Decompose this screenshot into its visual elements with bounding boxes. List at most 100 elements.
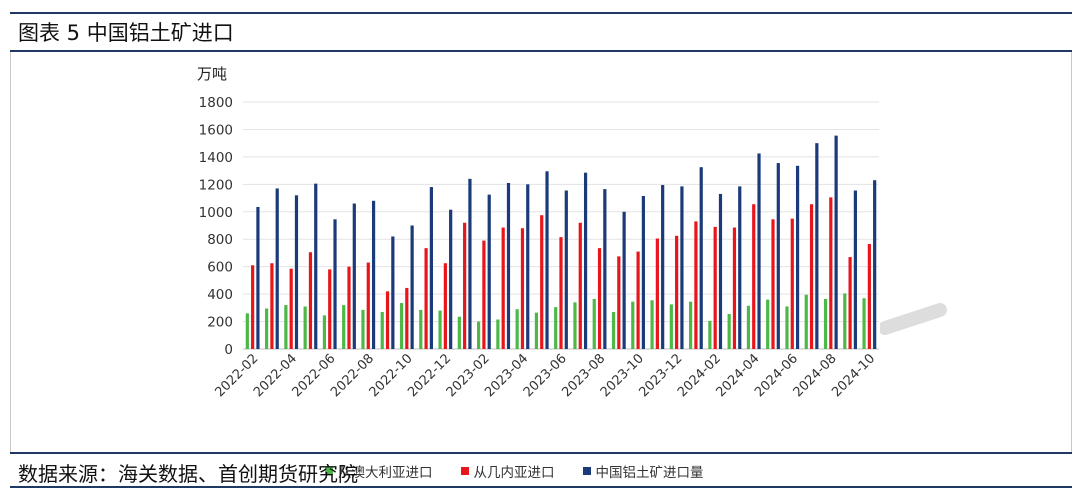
- bottom-rule: [10, 486, 1072, 488]
- bar-guinea: [675, 235, 679, 349]
- bar-total: [256, 206, 260, 349]
- bar-total: [795, 165, 800, 349]
- legend-item-australia: 从澳大利亚进口: [325, 461, 433, 481]
- y-tick-label: 1600: [199, 122, 233, 138]
- bar-australia: [419, 309, 423, 349]
- title-rule: [10, 50, 1072, 52]
- bar-guinea: [405, 287, 409, 349]
- bar-australia: [534, 312, 539, 349]
- bar-guinea: [559, 237, 563, 349]
- bar-total: [371, 200, 376, 349]
- bar-total: [487, 194, 491, 349]
- bar-guinea: [540, 215, 544, 349]
- bar-australia: [245, 313, 249, 349]
- bar-total: [815, 143, 819, 349]
- bar-australia: [573, 302, 577, 349]
- legend-label-australia: 从澳大利亚进口: [338, 465, 433, 481]
- bar-guinea: [655, 238, 659, 349]
- bar-guinea: [809, 204, 814, 349]
- footer-rule: [10, 452, 1072, 454]
- bar-australia: [457, 316, 461, 349]
- bar-total: [275, 188, 279, 349]
- bar-total: [603, 189, 607, 349]
- bars: [245, 135, 877, 349]
- source-note: 数据来源：海关数据、首创期货研究院: [18, 462, 358, 486]
- bar-australia: [631, 301, 635, 349]
- bar-guinea: [578, 222, 582, 349]
- bar-australia: [265, 308, 269, 349]
- bar-guinea: [328, 269, 332, 349]
- bar-total: [314, 183, 318, 349]
- bar-australia: [496, 319, 500, 349]
- legend-item-total: 中国铝土矿进口量: [582, 461, 704, 481]
- bar-australia: [843, 293, 847, 349]
- bar-total: [699, 167, 703, 349]
- y-tick-label: 1000: [199, 205, 233, 221]
- bar-total: [757, 153, 761, 349]
- bar-guinea: [270, 263, 274, 349]
- y-unit-label: 万吨: [197, 65, 227, 83]
- bar-australia: [361, 309, 365, 349]
- y-tick-label: 600: [207, 260, 233, 276]
- bar-australia: [669, 304, 673, 349]
- bar-guinea: [752, 204, 756, 349]
- bar-guinea: [771, 219, 775, 349]
- bar-guinea: [463, 222, 467, 349]
- bar-guinea: [829, 197, 833, 349]
- bar-australia: [592, 298, 596, 349]
- legend-swatch-total: [582, 467, 591, 475]
- bar-australia: [342, 305, 346, 349]
- bar-total: [352, 203, 356, 349]
- bar-total: [641, 195, 645, 349]
- bar-total: [564, 190, 568, 349]
- bar-total: [429, 187, 433, 349]
- figure-frame: 图表 5 中国铝土矿进口 0 200 400 600 800 1000 1200 1400 16…: [10, 12, 1072, 488]
- x-tick-label: 2024-10: [829, 351, 878, 400]
- legend-swatch-australia: [325, 467, 333, 475]
- y-tick-label: 1800: [199, 95, 233, 111]
- bar-australia: [766, 299, 770, 349]
- bar-australia: [303, 306, 307, 349]
- legend-swatch-guinea: [460, 467, 469, 475]
- bar-total: [680, 186, 684, 349]
- x-axis: 2022-022022-042022-062022-082022-102022-…: [212, 351, 878, 400]
- bar-total: [718, 193, 723, 349]
- bar-australia: [689, 301, 693, 349]
- bar-guinea: [385, 291, 390, 349]
- bar-guinea: [694, 221, 698, 349]
- bar-australia: [284, 305, 288, 349]
- bar-guinea: [867, 244, 871, 349]
- top-rule: [10, 12, 1072, 14]
- y-tick-label: 0: [224, 342, 233, 358]
- bar-total: [545, 171, 549, 349]
- bar-total: [834, 135, 838, 349]
- bar-total: [738, 186, 742, 349]
- bar-australia: [322, 315, 327, 349]
- bar-australia: [823, 298, 828, 349]
- bar-australia: [746, 305, 751, 349]
- bar-chart: 0 200 400 600 800 1000 1200 1400 1600 1800 2022-0…: [197, 65, 879, 400]
- legend: 从澳大利亚进口 从几内亚进口 中国铝土矿进口量: [325, 461, 704, 481]
- bar-australia: [399, 303, 404, 349]
- bar-guinea: [424, 248, 428, 349]
- bar-australia: [515, 309, 519, 349]
- bar-guinea: [520, 228, 525, 349]
- bar-guinea: [251, 265, 255, 349]
- y-tick-label: 1400: [199, 150, 233, 166]
- bar-australia: [477, 321, 481, 349]
- bar-total: [294, 195, 299, 349]
- bar-total: [776, 163, 780, 349]
- bar-guinea: [617, 256, 621, 349]
- bar-total: [583, 172, 588, 349]
- legend-label-total: 中国铝土矿进口量: [595, 465, 704, 481]
- bar-total: [526, 184, 530, 349]
- bar-total: [333, 219, 337, 349]
- bar-guinea: [366, 262, 370, 349]
- bar-australia: [380, 311, 384, 349]
- bar-guinea: [347, 266, 351, 349]
- bar-guinea: [732, 227, 737, 349]
- bar-australia: [727, 314, 731, 349]
- bar-total: [506, 182, 511, 349]
- bar-guinea: [501, 227, 505, 349]
- bar-australia: [611, 311, 616, 349]
